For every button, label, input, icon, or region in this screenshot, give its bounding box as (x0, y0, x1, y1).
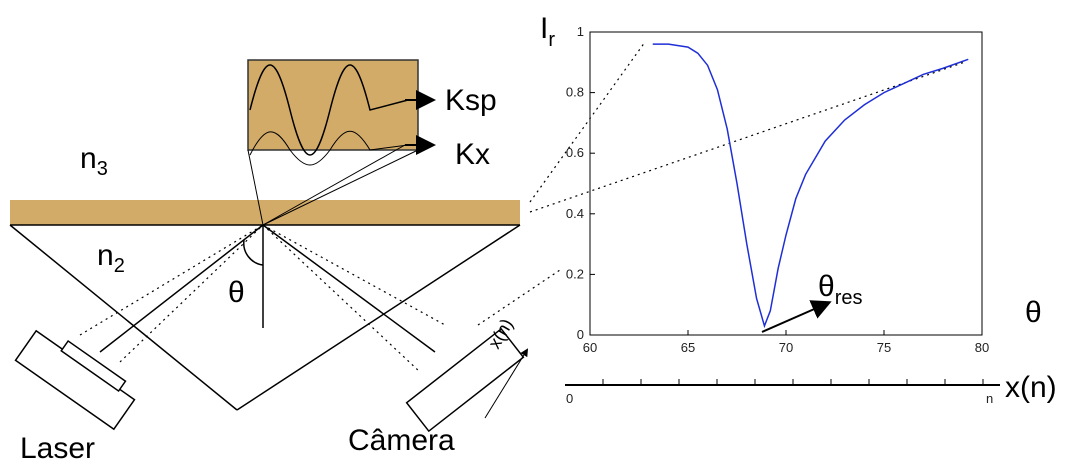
camera-label: Câmera (348, 424, 455, 457)
scale-end: n (986, 391, 993, 406)
annotation-arrow (762, 303, 828, 332)
annotation: θres (818, 270, 862, 309)
figure: n3 n2 θ Laser Câmera Ksp Kx x(n) 0 n x(n… (0, 0, 1089, 469)
theta-label: θ (228, 276, 245, 309)
scale-start: 0 (566, 391, 573, 406)
y-tick-label: 0.2 (566, 266, 584, 281)
n2-label: n2 (97, 239, 125, 277)
laser-device (16, 323, 141, 430)
y-tick-label: 0.4 (566, 206, 584, 221)
angle-arc (244, 240, 263, 265)
curve (653, 44, 969, 326)
y-axis-label-base: I (540, 12, 548, 45)
x-tick-label: 80 (975, 340, 989, 355)
metal-layer (10, 200, 520, 225)
laser-label: Laser (20, 432, 95, 465)
scale-label: x(n) (1005, 371, 1057, 404)
y-axis-label: Ir (540, 12, 555, 51)
x-tick-label: 60 (583, 340, 597, 355)
annotation-sub: res (835, 287, 863, 309)
x-tick-label: 70 (779, 340, 793, 355)
inset (248, 60, 418, 150)
x-tick-label: 75 (877, 340, 891, 355)
ksp-label: Ksp (445, 84, 497, 117)
kx-label: Kx (455, 138, 490, 171)
plot-frame (590, 32, 982, 335)
y-tick-label: 0.6 (566, 145, 584, 160)
annotation-base: θ (818, 270, 835, 303)
reflected-beam (263, 225, 435, 352)
setup (10, 42, 1000, 431)
x-tick-label: 65 (681, 340, 695, 355)
y-tick-label: 0.8 (566, 85, 584, 100)
x-axis-label: θ (1025, 296, 1042, 329)
n3-label: n3 (80, 142, 108, 180)
y-axis-label-sub: r (548, 29, 555, 51)
y-tick-label: 1 (577, 24, 584, 39)
